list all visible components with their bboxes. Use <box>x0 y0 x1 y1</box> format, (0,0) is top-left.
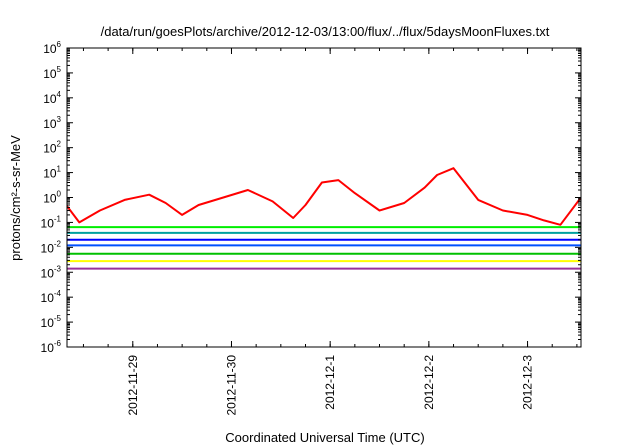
y-tick-label: 10-4 <box>41 289 62 305</box>
x-tick-label: 2012-11-29 <box>126 355 140 416</box>
x-axis-label: Coordinated Universal Time (UTC) <box>225 430 424 445</box>
plot-frame <box>66 47 582 348</box>
y-tick-label: 100 <box>43 190 61 206</box>
y-tick-label: 10-5 <box>41 314 62 330</box>
y-tick-label: 105 <box>43 65 61 81</box>
y-tick-label: 10-2 <box>41 239 62 255</box>
chart-title: /data/run/goesPlots/archive/2012-12-03/1… <box>101 24 550 39</box>
y-tick-label: 101 <box>43 165 61 181</box>
x-tick-label: 2012-12-3 <box>521 355 535 410</box>
y-tick-label: 10-6 <box>41 339 62 355</box>
y-tick-label: 10-3 <box>41 264 62 280</box>
series-line-0 <box>67 167 581 226</box>
y-tick-label: 102 <box>43 140 61 156</box>
series-layer <box>67 167 581 270</box>
y-tick-label: 103 <box>43 115 61 131</box>
y-axis-label: protons/cm²-s-sr-MeV <box>8 135 23 261</box>
x-tick-label: 2012-11-30 <box>224 355 238 416</box>
y-tick-label: 106 <box>43 40 61 56</box>
x-tick-label: 2012-12-2 <box>422 355 436 410</box>
y-axis: 10-6 10-5 10-4 10-3 10-2 10-1 100 101 102 103 104 1… <box>41 40 581 355</box>
x-tick-label: 2012-12-1 <box>323 355 337 410</box>
x-axis: 2012-11-29 2012-11-30 2012-12-1 2012-12-2 20… <box>82 48 578 416</box>
y-tick-label: 10-1 <box>41 214 62 230</box>
y-tick-label: 104 <box>43 90 61 106</box>
